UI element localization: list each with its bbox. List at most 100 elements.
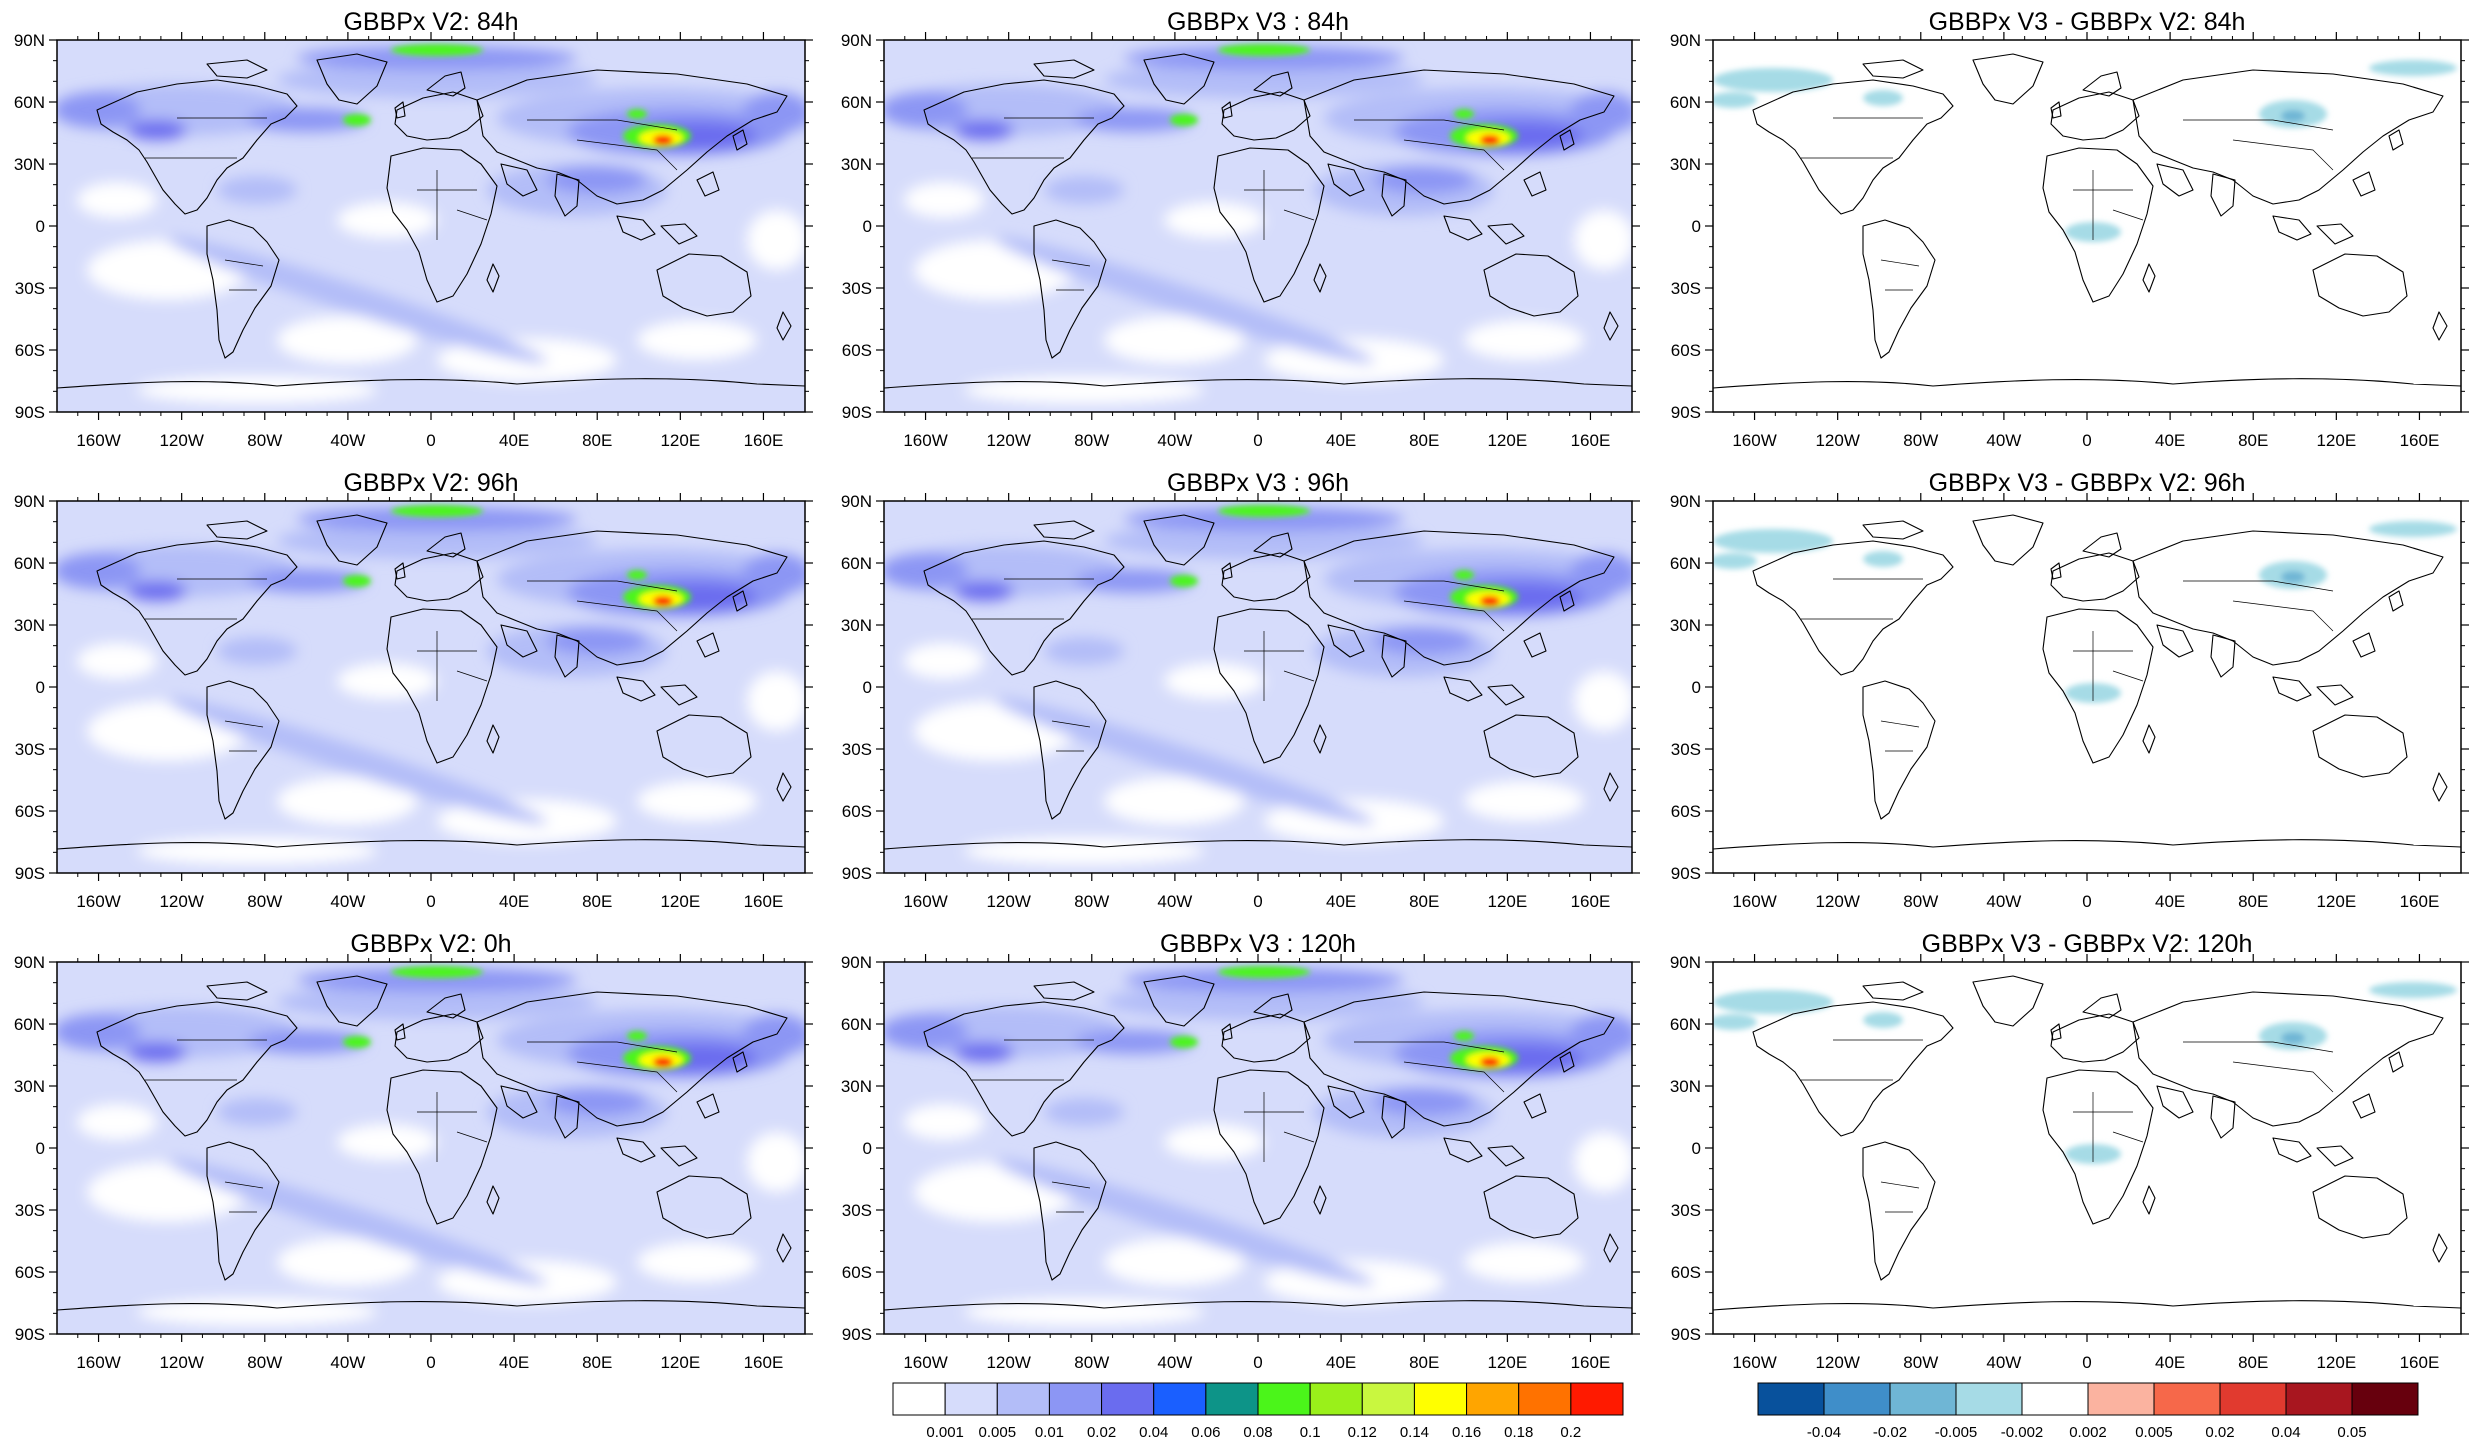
colorbar-swatch bbox=[1257, 1382, 1311, 1416]
lon-tick-label: 120E bbox=[2316, 431, 2356, 450]
lat-tick-label: 60S bbox=[1671, 1263, 1701, 1282]
lat-tick-label: 90S bbox=[15, 403, 45, 422]
lat-tick-label: 30S bbox=[842, 1201, 872, 1220]
lon-tick-label: 160E bbox=[744, 431, 784, 450]
lon-tick-label: 80E bbox=[2238, 1353, 2268, 1372]
lon-tick-label: 160W bbox=[1732, 431, 1776, 450]
colorbar-label: 0.05 bbox=[2337, 1424, 2366, 1440]
colorbar-label: 0.005 bbox=[979, 1424, 1017, 1440]
colorbar-swatch bbox=[1466, 1382, 1520, 1416]
colorbar-swatch bbox=[1205, 1382, 1259, 1416]
lat-tick-label: 30S bbox=[842, 279, 872, 298]
lon-tick-label: 40E bbox=[499, 1353, 529, 1372]
lat-tick-label: 90N bbox=[14, 492, 45, 511]
lon-tick-label: 120W bbox=[986, 1353, 1030, 1372]
lon-tick-label: 120W bbox=[159, 431, 203, 450]
lon-tick-label: 120W bbox=[986, 431, 1030, 450]
lon-tick-label: 80E bbox=[582, 892, 612, 911]
colorbar-swatch bbox=[1518, 1382, 1572, 1416]
lat-tick-label: 30N bbox=[841, 1077, 872, 1096]
lat-tick-label: 60S bbox=[842, 341, 872, 360]
map-panel-r2-c2: GBBPx V3 : 96h 90N 60N 30N 0 30S 60S 90S 160W 120… bbox=[841, 469, 1644, 911]
lon-tick-label: 40W bbox=[1986, 892, 2021, 911]
lon-tick-label: 80E bbox=[2238, 431, 2268, 450]
concentration-colorbar: 0.001 0.005 0.01 0.02 0.04 0.06 0.08 0.1 0.12 0.1… bbox=[892, 1382, 1624, 1440]
concentration-field bbox=[53, 962, 817, 1334]
lon-tick-label: 80E bbox=[1409, 892, 1439, 911]
lat-tick-label: 30N bbox=[14, 155, 45, 174]
lat-tick-label: 90S bbox=[15, 1325, 45, 1344]
lon-tick-label: 80W bbox=[1074, 1353, 1109, 1372]
colorbar-label: 0.005 bbox=[2135, 1424, 2173, 1440]
lon-tick-label: 40W bbox=[1986, 431, 2021, 450]
lat-tick-label: 90N bbox=[841, 31, 872, 50]
colorbar-swatch bbox=[1153, 1382, 1207, 1416]
colorbar-swatch bbox=[2351, 1382, 2419, 1416]
lat-tick-label: 60S bbox=[1671, 802, 1701, 821]
lat-tick-label: 0 bbox=[36, 1139, 45, 1158]
lat-tick-label: 60S bbox=[1671, 341, 1701, 360]
map-panel-r3-c3: GBBPx V3 - GBBPx V2: 120h 90N 60N 30N 0 30S 60… bbox=[1670, 930, 2469, 1372]
lat-tick-label: 60S bbox=[15, 1263, 45, 1282]
lon-tick-label: 160E bbox=[744, 892, 784, 911]
lon-tick-label: 80E bbox=[1409, 1353, 1439, 1372]
concentration-field bbox=[53, 501, 817, 873]
lat-tick-label: 30N bbox=[14, 616, 45, 635]
colorbar-swatch bbox=[2285, 1382, 2353, 1416]
concentration-field bbox=[880, 501, 1644, 873]
difference-field bbox=[1709, 40, 2461, 412]
colorbar-swatch bbox=[1361, 1382, 1415, 1416]
lon-tick-label: 80W bbox=[247, 431, 282, 450]
panel-title: GBBPx V3 : 96h bbox=[1167, 469, 1349, 497]
lon-tick-label: 120W bbox=[986, 892, 1030, 911]
colorbar-label: 0.08 bbox=[1243, 1424, 1272, 1440]
difference-field bbox=[1709, 962, 2461, 1334]
lat-tick-label: 30S bbox=[842, 740, 872, 759]
lat-tick-label: 60N bbox=[1670, 554, 1701, 573]
lon-tick-label: 160W bbox=[903, 431, 947, 450]
lat-tick-label: 30S bbox=[1671, 1201, 1701, 1220]
colorbar-swatch bbox=[2219, 1382, 2287, 1416]
lon-tick-label: 40W bbox=[1986, 1353, 2021, 1372]
lat-tick-label: 90S bbox=[1671, 403, 1701, 422]
lat-tick-label: 0 bbox=[36, 678, 45, 697]
lon-tick-label: 40E bbox=[499, 892, 529, 911]
lon-tick-label: 40E bbox=[1326, 1353, 1356, 1372]
concentration-field bbox=[880, 40, 1644, 412]
lon-tick-label: 40E bbox=[499, 431, 529, 450]
panel-title: GBBPx V3 - GBBPx V2: 84h bbox=[1929, 8, 2246, 36]
lon-tick-label: 40E bbox=[2155, 892, 2185, 911]
colorbar-swatch bbox=[1413, 1382, 1468, 1416]
lat-tick-label: 30N bbox=[841, 155, 872, 174]
lon-tick-label: 160E bbox=[2400, 431, 2440, 450]
lat-tick-label: 60N bbox=[1670, 1015, 1701, 1034]
lon-tick-label: 80W bbox=[247, 892, 282, 911]
colorbar-swatch bbox=[2021, 1382, 2089, 1416]
lon-tick-label: 0 bbox=[1253, 892, 1262, 911]
colorbar-swatch bbox=[1570, 1382, 1624, 1416]
map-panel-r2-c3: GBBPx V3 - GBBPx V2: 96h 90N 60N 30N 0 30S 60S… bbox=[1670, 469, 2469, 911]
lat-tick-label: 60N bbox=[14, 554, 45, 573]
lon-tick-label: 80W bbox=[1074, 431, 1109, 450]
lat-tick-label: 30N bbox=[1670, 155, 1701, 174]
lat-tick-label: 60S bbox=[15, 341, 45, 360]
lat-tick-label: 30S bbox=[15, 740, 45, 759]
lat-tick-label: 90N bbox=[1670, 31, 1701, 50]
colorbar-label: 0.002 bbox=[2069, 1424, 2107, 1440]
lon-tick-label: 160W bbox=[1732, 1353, 1776, 1372]
lon-tick-label: 160E bbox=[2400, 1353, 2440, 1372]
lon-tick-label: 160E bbox=[1571, 892, 1611, 911]
lon-tick-label: 80W bbox=[1074, 892, 1109, 911]
lon-tick-label: 40E bbox=[2155, 1353, 2185, 1372]
lat-tick-label: 60N bbox=[841, 93, 872, 112]
colorbar-swatch bbox=[1757, 1382, 1825, 1416]
lat-tick-label: 90N bbox=[1670, 492, 1701, 511]
lat-tick-label: 30S bbox=[1671, 740, 1701, 759]
colorbar-label: -0.04 bbox=[1807, 1424, 1841, 1440]
lon-tick-label: 160W bbox=[903, 1353, 947, 1372]
lat-tick-label: 90S bbox=[1671, 864, 1701, 883]
lat-tick-label: 0 bbox=[36, 217, 45, 236]
colorbar-label: 0.04 bbox=[2271, 1424, 2300, 1440]
lon-tick-label: 80W bbox=[1903, 1353, 1938, 1372]
difference-colorbar: -0.04 -0.02 -0.005 -0.002 0.002 0.005 0.02 0.04… bbox=[1757, 1382, 2419, 1440]
